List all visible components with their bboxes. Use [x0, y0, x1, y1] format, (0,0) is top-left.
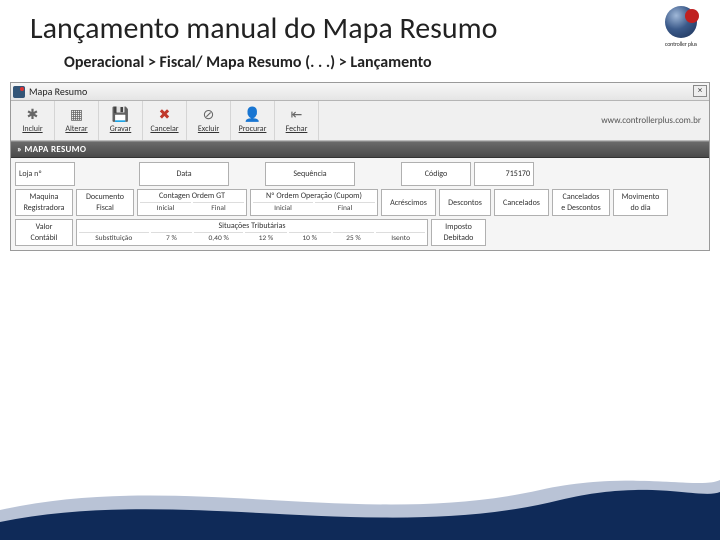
descontos-field[interactable]: Descontos — [439, 189, 491, 216]
row-2: Maquina Registradora Documento Fiscal Co… — [15, 189, 705, 216]
toolbar-url: www.controllerplus.com.br — [601, 115, 709, 126]
gravar-button[interactable]: 💾 Gravar — [99, 101, 143, 140]
pct-12-field[interactable]: 12 % — [245, 232, 287, 243]
imposto-debitado-field[interactable]: Imposto Debitado — [431, 219, 486, 246]
procurar-button[interactable]: 👤 Procurar — [231, 101, 275, 140]
gravar-label: Gravar — [110, 124, 132, 134]
save-icon: 💾 — [112, 108, 129, 124]
brand-text: controller plus — [665, 40, 697, 48]
loja-field[interactable]: Loja nº — [15, 162, 75, 186]
documento-fiscal-field[interactable]: Documento Fiscal — [76, 189, 134, 216]
procurar-label: Procurar — [239, 124, 267, 134]
row-1: Loja nº Data Sequência Código 715170 — [15, 162, 705, 186]
search-icon: 👤 — [244, 108, 261, 124]
window-mapa-resumo: Mapa Resumo × ✱ Incluir ▦ Alterar 💾 Grav… — [10, 82, 710, 251]
fechar-label: Fechar — [286, 124, 308, 134]
row-3: Valor Contábil Situações Tributárias Sub… — [15, 219, 705, 246]
codigo-label: Código — [401, 162, 471, 186]
fechar-button[interactable]: ⇤ Fechar — [275, 101, 319, 140]
valor-contabil-field[interactable]: Valor Contábil — [15, 219, 73, 246]
acrescimos-field[interactable]: Acréscimos — [381, 189, 436, 216]
incluir-label: Incluir — [22, 124, 42, 134]
pct-10-field[interactable]: 10 % — [289, 232, 331, 243]
star-icon: ✱ — [27, 108, 39, 124]
cancelados-field[interactable]: Cancelados — [494, 189, 549, 216]
footer-decoration — [0, 460, 720, 540]
exit-icon: ⇤ — [291, 108, 303, 124]
nordem-inicial-field[interactable]: Inicial — [253, 202, 313, 213]
form-area: Loja nº Data Sequência Código 715170 Maq… — [11, 158, 709, 250]
cancelar-label: Cancelar — [150, 124, 178, 134]
nordem-final-field[interactable]: Final — [315, 202, 375, 213]
app-icon — [13, 86, 25, 98]
edit-icon: ▦ — [70, 108, 83, 124]
toolbar: ✱ Incluir ▦ Alterar 💾 Gravar ✖ Cancelar … — [11, 101, 709, 141]
substituicao-field[interactable]: Substituição — [79, 232, 149, 243]
excluir-button[interactable]: ⊘ Excluir — [187, 101, 231, 140]
alterar-button[interactable]: ▦ Alterar — [55, 101, 99, 140]
page-title: Lançamento manual do Mapa Resumo — [0, 0, 720, 51]
pct-040-field[interactable]: 0,40 % — [194, 232, 243, 243]
alterar-label: Alterar — [65, 124, 87, 134]
brand-logo: controller plus — [656, 6, 706, 50]
contagem-inicial-field[interactable]: Inicial — [140, 202, 191, 213]
isento-field[interactable]: Isento — [376, 232, 425, 243]
nordem-operacao-group: Nº Ordem Operação (Cupom) Inicial Final — [250, 189, 378, 216]
sequencia-field[interactable]: Sequência — [265, 162, 355, 186]
section-header: » MAPA RESUMO — [11, 141, 709, 158]
movimento-dia-field[interactable]: Movimento do dia — [613, 189, 668, 216]
contagem-final-field[interactable]: Final — [193, 202, 244, 213]
breadcrumb: Operacional > Fiscal/ Mapa Resumo (. . .… — [0, 51, 720, 82]
pct-25-field[interactable]: 25 % — [333, 232, 375, 243]
window-title: Mapa Resumo — [29, 85, 87, 98]
excluir-label: Excluir — [198, 124, 219, 134]
delete-icon: ⊘ — [203, 108, 215, 124]
codigo-value: 715170 — [474, 162, 534, 186]
cancelados-descontos-field[interactable]: Cancelados e Descontos — [552, 189, 610, 216]
situacoes-tributarias-group: Situações Tributárias Substituição 7 % 0… — [76, 219, 428, 246]
cancelar-button[interactable]: ✖ Cancelar — [143, 101, 187, 140]
data-field[interactable]: Data — [139, 162, 229, 186]
contagem-ordem-gt-group: Contagen Ordem GT Inicial Final — [137, 189, 247, 216]
pct-7-field[interactable]: 7 % — [151, 232, 193, 243]
incluir-button[interactable]: ✱ Incluir — [11, 101, 55, 140]
cancel-icon: ✖ — [159, 108, 171, 124]
close-button[interactable]: × — [693, 85, 707, 97]
maquina-registradora-field[interactable]: Maquina Registradora — [15, 189, 73, 216]
titlebar: Mapa Resumo × — [11, 83, 709, 101]
